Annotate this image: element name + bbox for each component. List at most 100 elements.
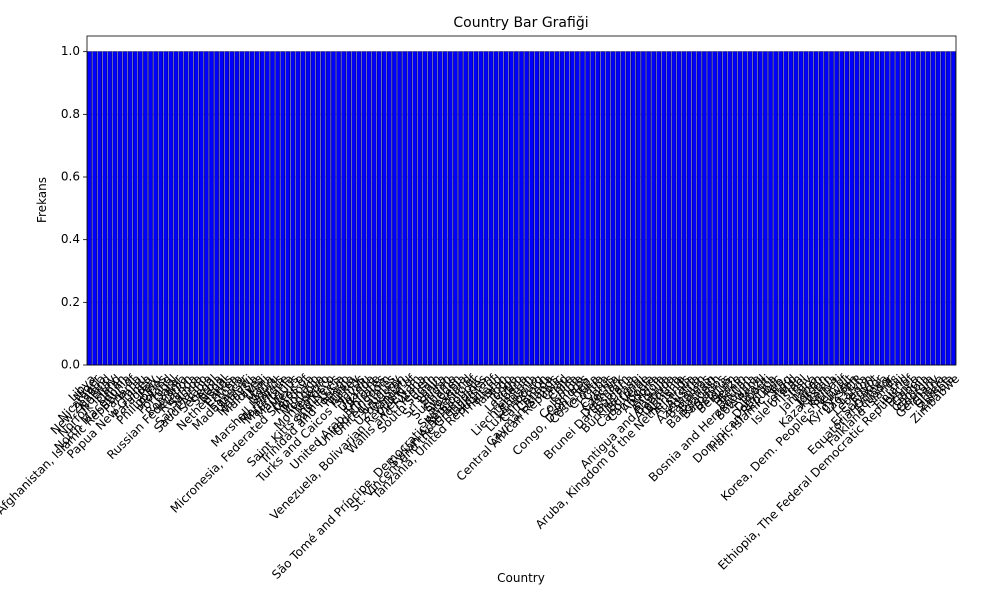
bar [280, 51, 285, 366]
bar [900, 51, 905, 366]
bar [864, 51, 870, 366]
bar [295, 51, 301, 366]
bar [509, 51, 514, 366]
bar [600, 51, 606, 366]
bar [173, 51, 179, 366]
bar [686, 51, 692, 366]
bar [122, 51, 128, 366]
bar [442, 51, 448, 366]
bar [132, 51, 138, 366]
bar [275, 51, 280, 366]
bar [717, 51, 723, 366]
bar [158, 51, 164, 366]
bar [178, 51, 184, 366]
bar [564, 51, 570, 366]
bar [209, 51, 214, 366]
bar [87, 51, 92, 366]
bar [849, 51, 855, 366]
bar [112, 51, 118, 366]
bar [671, 51, 677, 366]
bar [610, 51, 616, 366]
bar [239, 51, 245, 366]
bar [107, 51, 113, 366]
bar [763, 51, 768, 366]
bar [336, 51, 341, 366]
bar [935, 51, 941, 366]
bar [783, 51, 789, 366]
bar [605, 51, 611, 366]
bar [356, 51, 362, 366]
bar [163, 51, 169, 366]
bar [915, 51, 921, 366]
bar [483, 51, 489, 366]
bar [595, 51, 601, 366]
plot-frame [86, 35, 957, 366]
bar [585, 51, 590, 366]
bar [300, 51, 306, 366]
bar [402, 51, 407, 366]
bar [326, 51, 331, 366]
bar [407, 51, 413, 366]
bar [575, 51, 580, 366]
bar [234, 51, 240, 366]
bar [498, 51, 504, 366]
y-tick-label: 0.4 [61, 232, 80, 246]
bar [925, 51, 931, 366]
bar [697, 51, 702, 366]
bar [392, 51, 397, 366]
bar [188, 51, 194, 366]
bar [412, 51, 418, 366]
bar [681, 51, 687, 366]
y-tick-label: 0.8 [61, 107, 80, 121]
bar [569, 51, 575, 366]
bar [290, 51, 296, 366]
bar [153, 51, 158, 366]
bar [732, 51, 738, 366]
bar [320, 51, 326, 366]
bar [381, 51, 387, 366]
bar [138, 51, 143, 366]
bar [554, 51, 560, 366]
chart-title: Country Bar Grafiği [453, 15, 588, 31]
bar [930, 51, 936, 366]
bar [183, 51, 189, 366]
bar [656, 51, 662, 366]
x-axis-label: Country [497, 571, 545, 585]
bar [905, 51, 911, 366]
bar [879, 51, 885, 366]
bar [249, 51, 255, 366]
bar [808, 51, 814, 366]
bar [493, 51, 499, 366]
bar [366, 51, 372, 366]
bar [737, 51, 743, 366]
bar [387, 51, 392, 366]
bar [265, 51, 270, 366]
bar [341, 51, 346, 366]
bar [376, 51, 382, 366]
bar [651, 51, 656, 366]
bar [758, 51, 763, 366]
bar [549, 51, 555, 366]
bar [636, 51, 641, 366]
bar [940, 51, 946, 366]
bar [427, 51, 433, 366]
bar [834, 51, 839, 366]
bar [824, 51, 829, 366]
bar [752, 51, 758, 366]
bar [346, 51, 352, 366]
bar [432, 51, 438, 366]
bar [127, 51, 133, 366]
bar [803, 51, 809, 366]
bar [254, 51, 260, 366]
bar [488, 51, 494, 366]
bar [193, 51, 199, 366]
bar [524, 51, 529, 366]
bar [778, 51, 784, 366]
bar [305, 51, 311, 366]
bar [854, 51, 860, 366]
bar [361, 51, 367, 366]
bar [143, 51, 148, 366]
bar [529, 51, 534, 366]
bar [580, 51, 585, 366]
